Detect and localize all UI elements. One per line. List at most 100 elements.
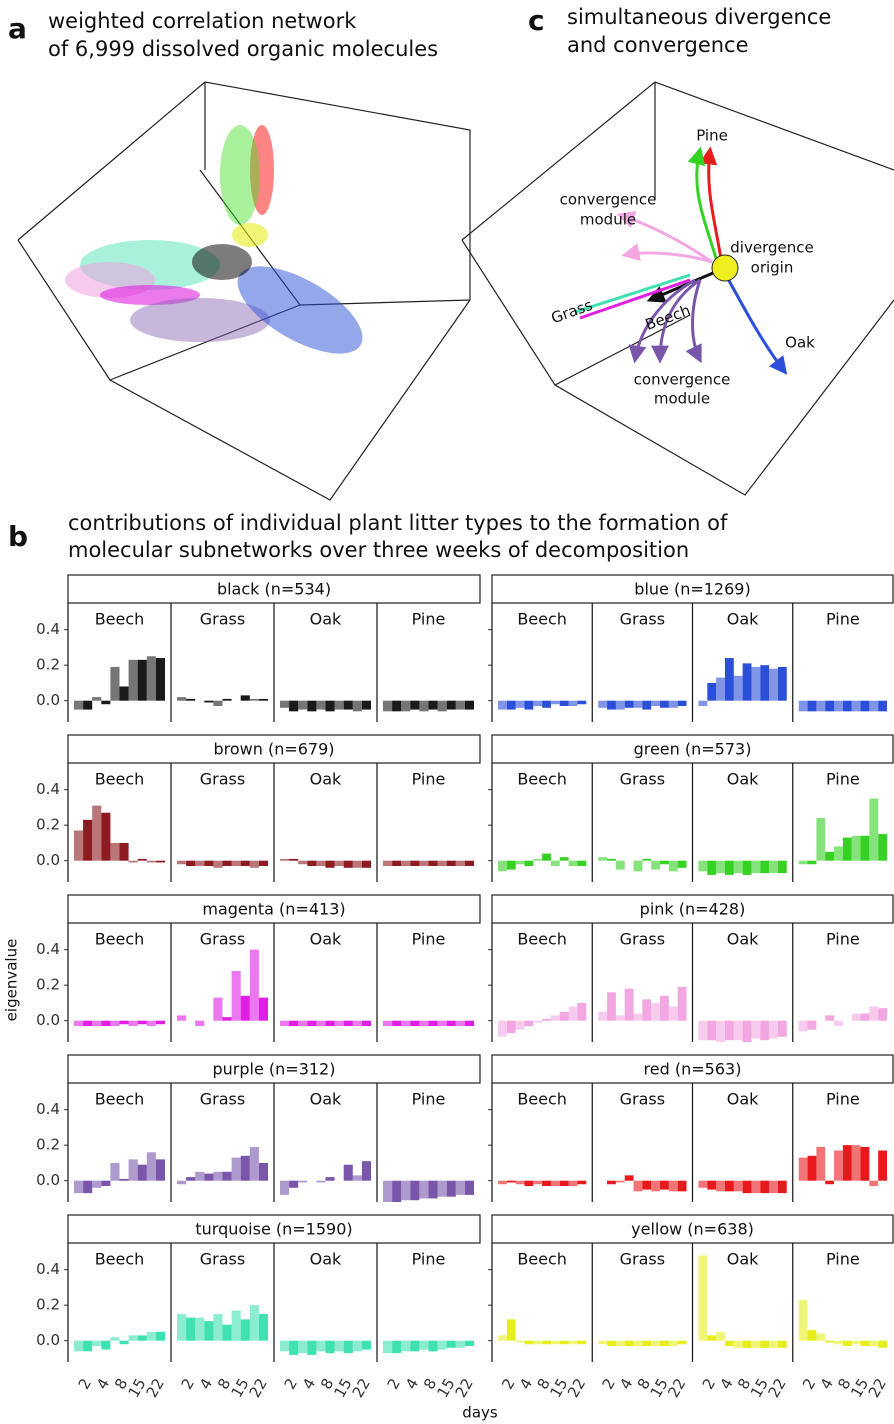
group-label: Grass (200, 930, 245, 949)
bar (607, 858, 616, 861)
bar (352, 1020, 362, 1027)
bar (437, 1340, 447, 1350)
bar (298, 700, 308, 710)
bar (186, 1177, 196, 1181)
bar (742, 1020, 752, 1042)
facet-title: blue (n=1269) (634, 580, 750, 599)
bar (559, 700, 569, 707)
bar (825, 1015, 835, 1021)
bar (446, 1020, 456, 1027)
bar (298, 1180, 308, 1183)
group-label: Oak (310, 930, 342, 949)
bar (878, 1340, 887, 1348)
bar (110, 1020, 120, 1027)
bar (325, 1340, 335, 1354)
bar (392, 1180, 402, 1202)
bar (660, 1180, 669, 1190)
group-label: Pine (826, 1090, 860, 1109)
bar (559, 1340, 569, 1345)
group-label: Beech (517, 1250, 567, 1269)
bar (506, 1020, 516, 1034)
group-label: Oak (310, 770, 342, 789)
y-tick-label: 0.2 (36, 1296, 60, 1314)
bar (222, 1017, 232, 1021)
bar (716, 1180, 725, 1192)
facet-header (491, 1054, 894, 1084)
bar (542, 1018, 551, 1021)
bar (807, 700, 817, 712)
bar (498, 1335, 507, 1341)
bar (807, 1020, 817, 1030)
bar (446, 700, 456, 710)
group-label: Beech (517, 770, 567, 789)
bar (240, 1155, 250, 1181)
bar (777, 1340, 787, 1348)
y-tick-label: 0.2 (36, 1136, 60, 1154)
bar (101, 1180, 111, 1187)
bar (651, 1180, 661, 1192)
bar (524, 1020, 534, 1027)
bar (851, 1145, 861, 1181)
bar (668, 860, 678, 872)
bar (842, 1340, 852, 1347)
x-tick-label: 22 (564, 1375, 589, 1401)
group-label: Oak (727, 1090, 759, 1109)
bar (119, 1020, 129, 1025)
bar (651, 1340, 661, 1347)
bar (777, 860, 787, 874)
bar (825, 1180, 835, 1185)
bar (869, 1006, 879, 1021)
bar (568, 1006, 578, 1021)
bar (498, 860, 507, 872)
group-label: Grass (620, 610, 665, 629)
bar (834, 846, 843, 861)
bar (249, 698, 259, 701)
bar (677, 986, 687, 1021)
bar (110, 1162, 120, 1181)
bar (258, 698, 268, 701)
bar (352, 1340, 362, 1352)
bar (361, 1340, 371, 1350)
group-label: Grass (200, 770, 245, 789)
bar (428, 1340, 438, 1352)
bar (577, 1002, 587, 1021)
group-label: Beech (517, 930, 567, 949)
bar (146, 1020, 156, 1027)
bar (128, 860, 138, 863)
bar (343, 1340, 353, 1354)
bar (878, 700, 887, 712)
bar (195, 1171, 205, 1181)
y-tick-label: 0.0 (36, 1011, 60, 1029)
bar (760, 1020, 770, 1041)
bar (249, 860, 259, 868)
bar (83, 1020, 93, 1027)
bar (742, 1340, 752, 1348)
group-label: Beech (95, 930, 145, 949)
bar (515, 1020, 525, 1030)
y-tick-label: 0.4 (36, 1100, 60, 1118)
bar (231, 970, 241, 1021)
bar (222, 1324, 232, 1341)
bar (392, 860, 402, 867)
bar (542, 700, 551, 708)
panel-b: b contributions of individual plant litt… (3, 511, 729, 1422)
group-label: Pine (412, 1090, 446, 1109)
bar (577, 1340, 587, 1345)
bar (716, 860, 725, 874)
bar (660, 700, 669, 708)
bar (101, 700, 111, 705)
bar (724, 658, 734, 701)
bar (280, 700, 290, 708)
bar (798, 1020, 808, 1032)
network-scatter (65, 125, 363, 354)
panel-letter: b (8, 520, 28, 553)
bar (383, 1020, 393, 1027)
facet-header (491, 1214, 894, 1244)
bar (343, 1164, 353, 1181)
bar (222, 1171, 232, 1181)
divergence-origin (711, 254, 739, 282)
bar (222, 698, 232, 701)
bar (464, 700, 474, 710)
bar (186, 1317, 196, 1341)
bar (361, 700, 371, 710)
